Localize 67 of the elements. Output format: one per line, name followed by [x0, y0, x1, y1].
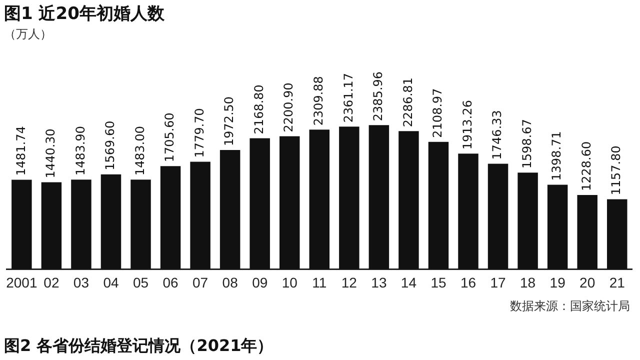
- bar: [577, 194, 598, 270]
- data-label: 2309.88: [312, 76, 326, 126]
- bar: [309, 130, 330, 270]
- data-label: 2385.96: [371, 71, 386, 122]
- x-tick-label: 19: [550, 274, 566, 290]
- data-label: 1746.33: [490, 110, 504, 160]
- x-tick-label: 08: [222, 274, 238, 290]
- bar: [71, 180, 92, 270]
- bar: [428, 142, 449, 270]
- data-label: 1569.60: [103, 120, 118, 170]
- x-tick-label: 16: [460, 274, 476, 290]
- data-label: 1705.60: [162, 112, 177, 162]
- data-label: 1483.00: [132, 126, 147, 176]
- x-tick-label: 2001: [6, 274, 38, 290]
- bar: [41, 182, 62, 270]
- bar: [518, 172, 538, 270]
- x-tick-label: 09: [252, 274, 268, 290]
- bar: [368, 125, 390, 270]
- source-note: 数据来源：国家统计局: [510, 298, 630, 315]
- bar: [458, 154, 478, 270]
- bar: [339, 126, 360, 270]
- bar: [100, 174, 122, 270]
- data-label: 2108.97: [430, 88, 445, 138]
- bar: [250, 138, 270, 270]
- data-label: 2286.81: [400, 77, 415, 128]
- bar: [279, 136, 300, 270]
- x-tick-label: 04: [103, 274, 119, 290]
- x-tick-label: 03: [73, 274, 90, 290]
- bar: [12, 180, 32, 270]
- chart-title: 图1 近20年初婚人数: [4, 3, 164, 25]
- x-tick-label: 02: [44, 274, 60, 290]
- x-tick-label: 07: [192, 274, 208, 290]
- bar: [547, 184, 568, 270]
- x-tick-label: 11: [312, 274, 327, 290]
- data-label: 2168.80: [252, 84, 266, 134]
- x-tick-label: 17: [490, 274, 506, 290]
- text: （万人）: [4, 26, 52, 43]
- data-label: 1483.90: [73, 126, 88, 176]
- x-tick-label: 12: [341, 274, 358, 290]
- bar: [606, 199, 628, 270]
- x-tick-label: 14: [400, 274, 417, 290]
- data-label: 1481.74: [14, 126, 28, 176]
- bar: [130, 180, 151, 270]
- x-tick-label: 13: [371, 274, 387, 290]
- data-label: 1972.50: [222, 96, 236, 146]
- data-label: 1228.60: [579, 141, 594, 191]
- x-tick-label: 15: [430, 274, 446, 290]
- x-tick-label: 05: [132, 274, 149, 290]
- data-label: 1598.67: [520, 119, 534, 169]
- x-tick-label: 18: [520, 274, 536, 290]
- x-tick-label: 20: [580, 274, 596, 290]
- bar: [220, 150, 240, 270]
- data-label: 1157.80: [609, 146, 624, 196]
- x-tick-label: 10: [282, 274, 298, 290]
- bar: [398, 131, 419, 270]
- data-label: 1440.30: [44, 128, 58, 178]
- bar: [488, 164, 508, 270]
- data-label: 1779.70: [192, 108, 206, 158]
- caption: 图2 各省份结婚登记情况（2021年）: [4, 336, 274, 357]
- bar: [160, 166, 181, 270]
- bar: [190, 162, 210, 270]
- data-label: 1398.71: [550, 131, 564, 181]
- data-label: 2200.90: [282, 82, 296, 132]
- data-label: 2361.17: [341, 72, 356, 123]
- data-label: 1913.26: [460, 100, 474, 150]
- x-tick-label: 21: [609, 274, 626, 290]
- x-tick-label: 06: [162, 274, 179, 290]
